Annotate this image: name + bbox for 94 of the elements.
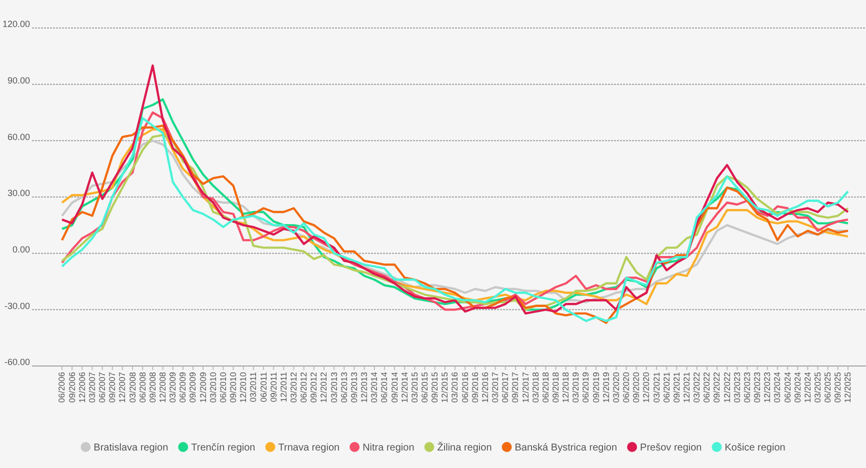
x-tick-label: 09/2014 [389, 372, 400, 403]
x-tick-label: 03/2009 [168, 372, 178, 403]
x-tick-label: 12/2025 [842, 372, 853, 403]
x-tick-label: 12/2006 [76, 372, 87, 403]
y-tick-label: -30.00 [4, 300, 30, 311]
x-tick-label: 06/2014 [379, 372, 390, 403]
x-tick-label: 12/2010 [238, 372, 248, 403]
x-tick-label: 12/2022 [722, 372, 732, 403]
x-tick-label: 12/2013 [359, 372, 370, 403]
x-tick-label: 06/2009 [178, 372, 188, 403]
y-tick-label: 60.00 [7, 132, 30, 142]
x-tick-label: 03/2007 [86, 372, 97, 403]
x-tick-label: 03/2022 [692, 372, 702, 403]
x-tick-label: 09/2015 [430, 372, 440, 403]
x-tick-label: 03/2025 [812, 372, 822, 403]
x-tick-label: 09/2011 [268, 372, 278, 402]
x-tick-label: 06/2025 [822, 372, 833, 403]
x-tick-label: 06/2019 [580, 372, 591, 403]
x-tick-label: 03/2018 [530, 372, 540, 403]
x-tick-label: 03/2008 [127, 372, 138, 403]
x-tick-label: 09/2023 [752, 372, 762, 403]
x-tick-label: 03/2014 [369, 372, 380, 403]
x-tick-label: 12/2009 [198, 372, 208, 403]
x-tick-label: 12/2019 [600, 372, 611, 403]
x-tick-label: 03/2011 [248, 372, 258, 402]
x-tick-label: 12/2023 [762, 372, 772, 403]
x-tick-label: 03/2016 [450, 372, 460, 403]
x-tick-label: 09/2018 [550, 372, 560, 403]
y-tick-label: 0.00 [12, 244, 30, 254]
x-tick-label: 06/2011 [258, 372, 268, 402]
legend-label: Prešov region [640, 442, 702, 454]
x-tick-label: 12/2020 [641, 372, 652, 403]
x-tick-label: 09/2024 [792, 372, 802, 403]
y-tick-label: 30.00 [7, 188, 30, 198]
legend-label: Trenčín region [191, 442, 256, 454]
x-tick-label: 06/2017 [500, 372, 510, 403]
x-tick-label: 06/2022 [702, 372, 712, 403]
x-tick-label: 03/2017 [490, 372, 500, 403]
x-tick-label: 03/2020 [610, 372, 621, 403]
x-tick-label: 09/2020 [631, 372, 642, 403]
x-tick-label: 12/2017 [520, 372, 530, 403]
x-tick-label: 12/2008 [157, 372, 168, 403]
legend-label: Žilina region [437, 442, 492, 454]
x-tick-label: 12/2024 [802, 372, 812, 403]
y-tick-label: -60.00 [4, 357, 30, 368]
x-tick-label: 09/2021 [671, 372, 682, 403]
x-tick-label: 06/2010 [218, 372, 228, 403]
x-tick-label: 09/2007 [107, 372, 118, 403]
x-tick-label: 06/2021 [661, 372, 672, 403]
x-tick-label: 03/2012 [288, 372, 298, 403]
x-tick-label: 09/2019 [590, 372, 601, 403]
x-tick-label: 03/2023 [732, 372, 742, 403]
x-tick-label: 06/2020 [621, 372, 632, 403]
x-tick-label: 12/2016 [480, 372, 490, 403]
x-tick-label: 12/2018 [560, 372, 571, 403]
x-tick-label: 06/2015 [419, 372, 430, 403]
x-tick-label: 12/2014 [399, 372, 410, 403]
legend-label: Banská Bystrica region [514, 442, 618, 454]
x-tick-label: 09/2017 [510, 372, 520, 403]
x-tick-label: 09/2025 [832, 372, 843, 403]
x-tick-label: 03/2024 [772, 372, 782, 403]
x-tick-label: 03/2019 [570, 372, 581, 403]
x-tick-label: 09/2009 [188, 372, 198, 403]
x-tick-label: 06/2024 [782, 372, 792, 403]
x-tick-label: 06/2016 [460, 372, 470, 403]
x-tick-label: 03/2013 [328, 372, 339, 403]
x-tick-label: 09/2022 [712, 372, 722, 403]
x-tick-label: 06/2013 [338, 372, 349, 403]
x-tick-label: 12/2021 [681, 372, 692, 403]
y-tick-label: 90.00 [7, 75, 30, 86]
x-tick-label: 12/2015 [440, 372, 450, 403]
x-tick-label: 06/2023 [742, 372, 752, 403]
x-tick-label: 12/2012 [318, 372, 329, 403]
x-tick-label: 09/2008 [147, 372, 158, 403]
x-tick-label: 03/2015 [409, 372, 420, 403]
x-tick-label: 09/2010 [228, 372, 238, 403]
x-tick-label: 09/2013 [348, 372, 359, 403]
x-tick-label: 12/2007 [117, 372, 128, 403]
legend-label: Košice region [724, 442, 786, 454]
x-tick-label: 03/2010 [208, 372, 218, 403]
x-tick-label: 12/2011 [278, 372, 288, 402]
x-tick-label: 09/2006 [66, 372, 77, 403]
y-tick-label: 120.00 [2, 19, 30, 30]
x-tick-label: 06/2008 [137, 372, 148, 403]
x-tick-label: 09/2012 [308, 372, 319, 403]
x-tick-label: 06/2006 [56, 372, 67, 403]
x-tick-label: 06/2007 [97, 372, 108, 403]
legend-label: Trnava region [278, 442, 340, 454]
x-tick-label: 09/2016 [470, 372, 480, 403]
x-tick-label: 06/2012 [298, 372, 309, 403]
legend-label: Nitra region [362, 442, 414, 454]
x-tick-label: 06/2018 [540, 372, 550, 403]
x-tick-label: 03/2021 [651, 372, 662, 403]
legend-label: Bratislava region [94, 442, 168, 454]
